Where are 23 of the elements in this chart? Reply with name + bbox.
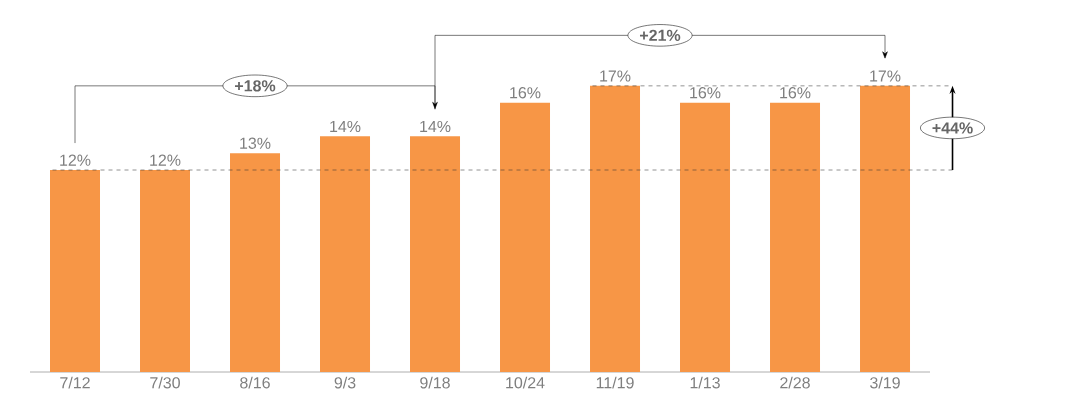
text: +21%	[640, 29, 681, 41]
data-label: 16%	[780, 87, 811, 99]
x-tick-label: 3/19	[870, 376, 900, 389]
x-tick-label: 9/18	[420, 376, 450, 389]
data-label: 17%	[600, 70, 631, 82]
x-tick-label: 1/13	[690, 376, 720, 389]
data-label: 14%	[330, 120, 361, 133]
annotation: +18%	[235, 80, 276, 92]
data-label: 14%	[420, 120, 451, 133]
x-tick-label: 8/16	[240, 376, 270, 389]
data-label: 16%	[510, 87, 541, 99]
x-tick-label: 7/30	[150, 376, 180, 389]
data-label: 12%	[60, 154, 91, 166]
data-label: 17%	[870, 70, 901, 82]
x-tick-label: 9/3	[334, 376, 356, 389]
annotation: +44%	[932, 122, 973, 134]
data-label: 16%	[690, 87, 721, 99]
x-tick-label: 10/24	[506, 376, 545, 389]
x-tick-label: 11/19	[596, 376, 634, 389]
data-label: 12%	[150, 154, 181, 166]
data-label: 13%	[240, 137, 271, 149]
x-tick-label: 7/12	[60, 376, 90, 389]
x-tick-label: 2/28	[780, 376, 810, 389]
